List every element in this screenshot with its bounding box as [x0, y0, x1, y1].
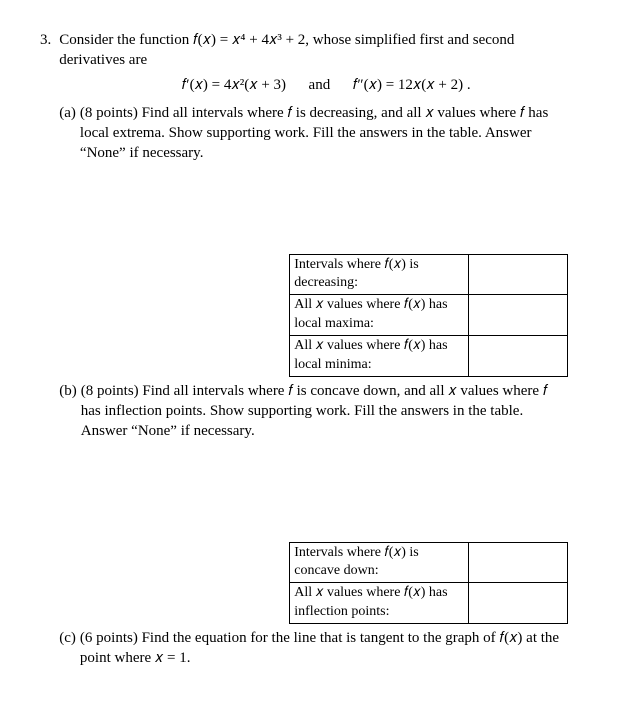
second-derivative: 𝑓″(𝑥) = 12𝑥(𝑥 + 2) .: [353, 77, 471, 93]
stem-line-1: Consider the function 𝑓(𝑥) = 𝑥⁴ + 4𝑥³ + …: [59, 30, 593, 50]
part-b-text-1: Find all intervals where 𝑓 is concave do…: [142, 383, 547, 399]
part-c: (c) (6 points) Find the equation for the…: [59, 628, 593, 669]
part-a: (a) (8 points) Find all intervals where …: [59, 103, 593, 377]
part-b-label: (b): [59, 381, 77, 442]
part-b-text-2: has inflection points. Show supporting w…: [81, 401, 593, 421]
b-row2-value: [469, 583, 568, 624]
part-a-points: (8 points): [80, 105, 138, 121]
stem-line-2: derivatives are: [59, 50, 593, 70]
a-row2-value: [469, 295, 568, 336]
part-c-label: (c): [59, 628, 76, 669]
a-row3-label: All 𝑥 values where 𝑓(𝑥) has local minima…: [290, 336, 469, 377]
part-b-points: (8 points): [81, 383, 139, 399]
part-c-text-2: point where 𝑥 = 1.: [80, 648, 593, 668]
part-a-text-1: Find all intervals where 𝑓 is decreasing…: [142, 105, 549, 121]
b-row1-value: [469, 542, 568, 583]
problem-number: 3.: [40, 30, 51, 669]
part-a-label: (a): [59, 103, 76, 164]
part-b-table: Intervals where 𝑓(𝑥) is concave down: Al…: [289, 542, 568, 625]
part-b-text-3: Answer “None” if necessary.: [81, 421, 593, 441]
part-a-text-3: “None” if necessary.: [80, 143, 593, 163]
part-a-text-2: local extrema. Show supporting work. Fil…: [80, 123, 593, 143]
part-b: (b) (8 points) Find all intervals where …: [59, 381, 593, 624]
a-row1-value: [469, 254, 568, 295]
problem-stem: Consider the function 𝑓(𝑥) = 𝑥⁴ + 4𝑥³ + …: [59, 30, 593, 669]
a-row1-label: Intervals where 𝑓(𝑥) is decreasing:: [290, 254, 469, 295]
b-row2-label: All 𝑥 values where 𝑓(𝑥) has inflection p…: [290, 583, 469, 624]
a-row2-label: All 𝑥 values where 𝑓(𝑥) has local maxima…: [290, 295, 469, 336]
problem-3: 3. Consider the function 𝑓(𝑥) = 𝑥⁴ + 4𝑥³…: [40, 30, 593, 669]
part-c-text-1: Find the equation for the line that is t…: [142, 630, 560, 646]
part-c-points: (6 points): [80, 630, 138, 646]
derivatives: 𝑓′(𝑥) = 4𝑥²(𝑥 + 3) and 𝑓″(𝑥) = 12𝑥(𝑥 + 2…: [59, 75, 593, 95]
work-space-b: [59, 442, 593, 542]
a-row3-value: [469, 336, 568, 377]
work-space-a: [59, 164, 593, 254]
b-row1-label: Intervals where 𝑓(𝑥) is concave down:: [290, 542, 469, 583]
and-label: and: [309, 77, 331, 93]
first-derivative: 𝑓′(𝑥) = 4𝑥²(𝑥 + 3): [182, 77, 286, 93]
part-a-table: Intervals where 𝑓(𝑥) is decreasing: All …: [289, 254, 568, 377]
